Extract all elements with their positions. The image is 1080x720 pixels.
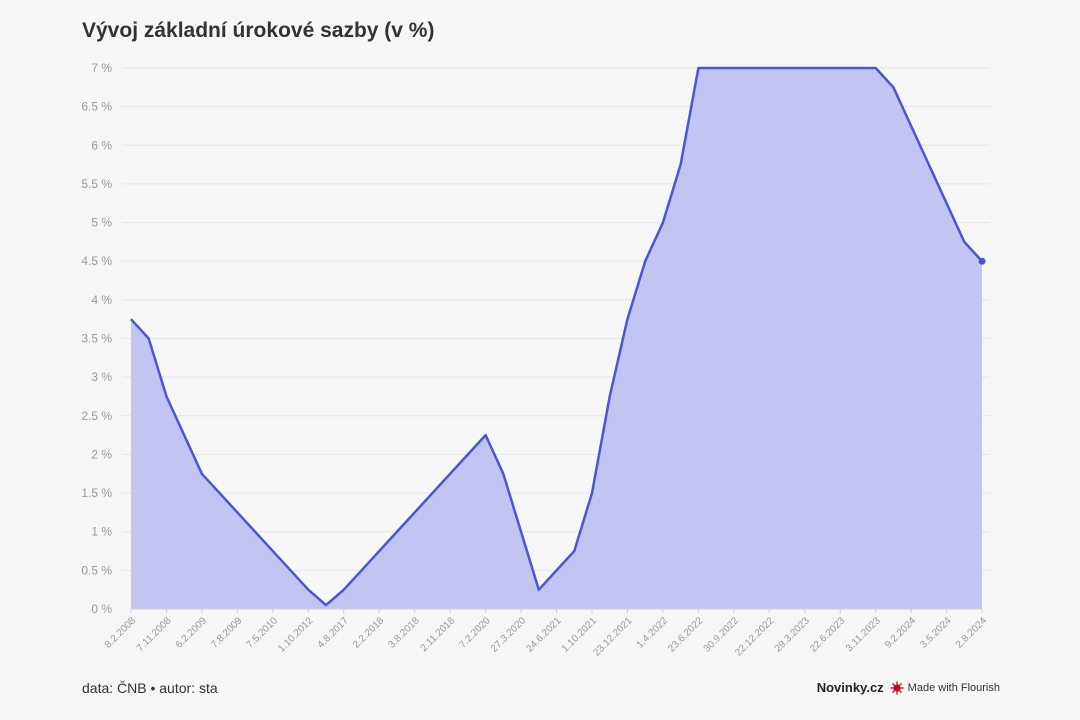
source-credit: data: ČNB • autor: sta (82, 680, 218, 696)
x-tick-label: 8.2.2008 (103, 615, 139, 651)
latest-value-point[interactable] (978, 257, 986, 265)
chart-title: Vývoj základní úrokové sazby (v %) (82, 19, 435, 42)
y-axis-labels: 0 % 0.5 % 1 % 1.5 % 2 % 2.5 % 3 % 3.5 % 4 % 4.5 %… (81, 61, 112, 616)
flourish-credit[interactable]: Made with Flourish (890, 681, 1000, 695)
x-tick-label: 2.2.2018 (351, 615, 387, 651)
y-tick-label: 0.5 % (81, 563, 112, 577)
y-tick-label: 5 % (91, 216, 112, 230)
x-tick-label: 7.5.2010 (245, 615, 281, 651)
x-tick-label: 23.12.2021 (591, 615, 634, 658)
y-tick-label: 1.5 % (81, 486, 112, 500)
y-tick-label: 6 % (91, 138, 112, 152)
flourish-burst-icon (890, 681, 904, 694)
x-tick-label: 2.11.2018 (419, 615, 458, 654)
y-tick-label: 7 % (91, 61, 112, 75)
x-tick-label: 7.11.2008 (135, 615, 174, 654)
x-tick-label: 9.2.2024 (883, 615, 919, 651)
rate-area-fill (131, 68, 982, 609)
x-tick-label: 7.2.2020 (457, 615, 493, 651)
x-tick-label: 1.10.2012 (276, 615, 316, 655)
rate-series-line (130, 66, 983, 607)
y-tick-label: 0 % (91, 602, 112, 616)
x-tick-label: 1.4.2022 (635, 615, 671, 651)
y-tick-label: 4.5 % (81, 254, 112, 268)
y-tick-label: 2 % (91, 447, 112, 461)
y-tick-label: 2.5 % (81, 409, 112, 423)
x-tick-label: 4.8.2017 (316, 615, 352, 651)
footer-branding: Novinky.cz Made with Flourish (817, 680, 1000, 695)
x-tick-label: 3.5.2024 (918, 615, 954, 651)
y-tick-label: 5.5 % (81, 177, 112, 191)
y-tick-label: 4 % (91, 293, 112, 307)
x-tick-label: 27.3.2020 (489, 615, 529, 655)
x-tick-label: 23.6.2022 (666, 615, 706, 655)
x-tick-label: 29.3.2023 (773, 615, 813, 655)
x-tick-label: 7.8.2009 (209, 615, 245, 651)
novinky-logo[interactable]: Novinky.cz (816, 680, 884, 695)
x-tick-label: 3.8.2018 (386, 615, 422, 651)
x-tick-label: 2.8.2024 (954, 615, 990, 651)
x-tick-label: 24.6.2021 (524, 615, 564, 655)
flourish-label: Made with Flourish (907, 681, 1000, 694)
y-tick-label: 1 % (91, 525, 112, 539)
x-tick-label: 6.2.2009 (174, 615, 210, 651)
y-tick-label: 3.5 % (81, 332, 112, 346)
x-tick-label: 22.12.2022 (733, 615, 776, 658)
y-tick-label: 6.5 % (81, 100, 112, 114)
x-tick-label: 22.6.2023 (808, 615, 848, 655)
x-tick-label: 3.11.2023 (844, 615, 883, 654)
y-tick-label: 3 % (91, 370, 112, 384)
